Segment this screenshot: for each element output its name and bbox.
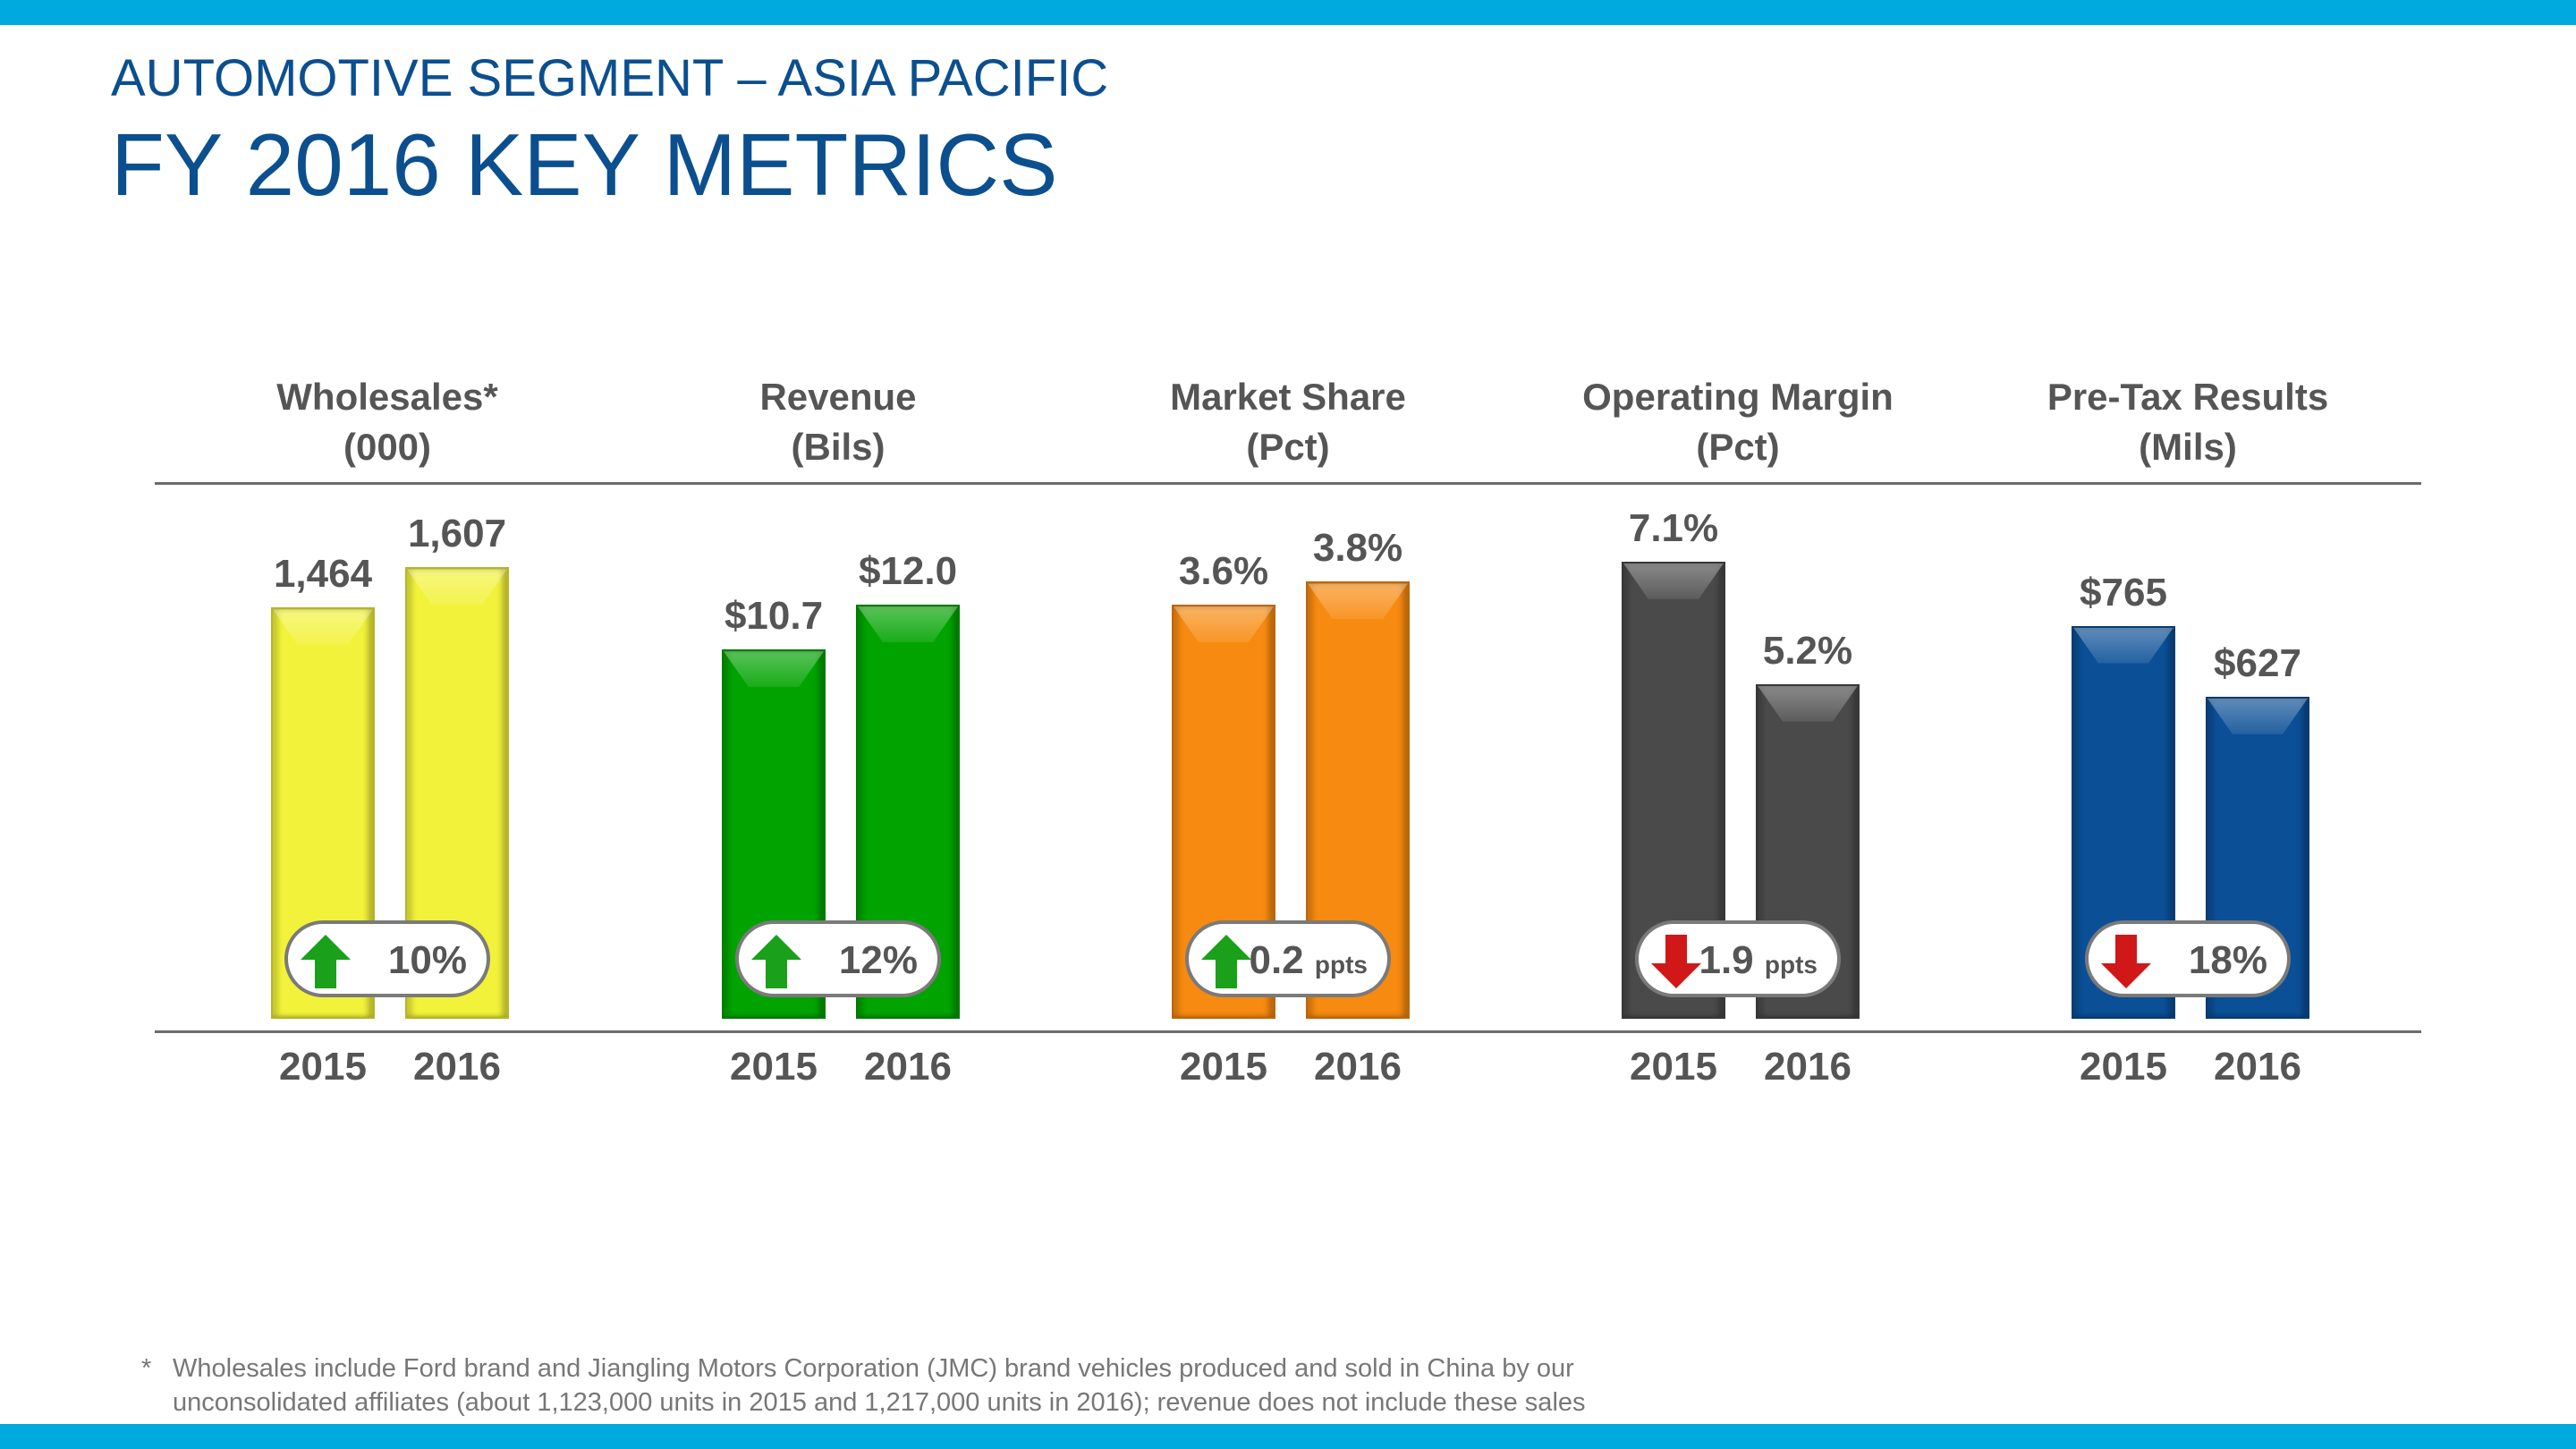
chart-unit: (Pct)	[1696, 426, 1780, 468]
slide-title: FY 2016 KEY METRICS	[111, 115, 1058, 214]
footnote-marker: *	[141, 1354, 152, 1383]
change-value: 18%	[2188, 938, 2267, 982]
change-value: 10%	[387, 938, 467, 982]
x-tick-label: 2016	[864, 1045, 952, 1089]
chart-market-share: Market Share (Pct) 3.6% 2015 3.8% 2016 0.2 ppt…	[1064, 0, 1512, 1449]
chart-unit: (000)	[343, 426, 432, 468]
bottom-accent-bar	[0, 1424, 2576, 1449]
x-tick-label: 2016	[2214, 1045, 2301, 1089]
footnote-line-1: Wholesales include Ford brand and Jiangl…	[173, 1354, 1574, 1383]
data-label: 1,464	[273, 552, 373, 597]
change-badge: 1.9 ppts	[1635, 920, 1841, 997]
data-label: 1,607	[407, 512, 507, 556]
arrow-down-icon	[1651, 935, 1701, 988]
footnote-line-2: unconsolidated affiliates (about 1,123,0…	[173, 1388, 1586, 1417]
data-label: $12.0	[858, 549, 958, 594]
chart-title: Pre-Tax Results	[2046, 376, 2329, 418]
data-label: 3.8%	[1312, 526, 1403, 571]
data-label: $627	[2214, 640, 2301, 685]
x-tick-label: 2015	[1180, 1045, 1267, 1089]
chart-unit: (Pct)	[1246, 426, 1330, 468]
change-badge: 12%	[735, 920, 941, 997]
change-badge: 0.2 ppts	[1185, 920, 1391, 997]
change-badge: 18%	[2085, 920, 2291, 997]
x-tick-label: 2015	[2080, 1045, 2167, 1089]
x-tick-label: 2015	[1630, 1045, 1717, 1089]
arrow-up-icon	[301, 935, 351, 988]
header-divider	[155, 482, 2421, 485]
data-label: $765	[2080, 570, 2167, 614]
chart-title: Operating Margin	[1582, 376, 1894, 418]
chart-title: Wholesales*	[276, 376, 498, 418]
arrow-up-icon	[1201, 935, 1251, 988]
change-value: 12%	[838, 938, 918, 982]
change-badge: 10%	[284, 920, 490, 997]
arrow-down-icon	[2101, 935, 2151, 988]
slide-subtitle: AUTOMOTIVE SEGMENT – ASIA PACIFIC	[111, 49, 1109, 107]
chart-title: Market Share	[1170, 376, 1406, 418]
x-tick-label: 2015	[279, 1045, 367, 1089]
x-tick-label: 2016	[1764, 1045, 1852, 1089]
chart-revenue: Revenue (Bils) $10.7 2015 $12.0 2016 12%	[614, 0, 1062, 1449]
data-label: 7.1%	[1628, 505, 1719, 550]
x-tick-label: 2016	[1314, 1045, 1402, 1089]
change-value: 1.9 ppts	[1699, 938, 1818, 982]
bar-2016	[2206, 696, 2309, 1019]
chart-wholesales: Wholesales* (000) 1,464 2015 1,607 2016 10%	[164, 0, 611, 1449]
x-tick-label: 2015	[730, 1045, 818, 1089]
change-value: 0.2 ppts	[1249, 938, 1368, 982]
arrow-up-icon	[751, 935, 801, 988]
chart-unit: (Mils)	[2139, 426, 2237, 468]
data-label: 3.6%	[1178, 549, 1269, 594]
chart-operating-margin: Operating Margin (Pct) 7.1% 2015 5.2% 2016 1.9…	[1514, 0, 1962, 1449]
data-label: $10.7	[724, 594, 824, 639]
data-label: 5.2%	[1762, 628, 1853, 673]
chart-unit: (Bils)	[791, 426, 886, 468]
chart-pre-tax-results: Pre-Tax Results (Mils) $765 2015 $627 2016 18%	[1964, 0, 2411, 1449]
x-tick-label: 2016	[413, 1045, 501, 1089]
baseline-divider	[155, 1030, 2421, 1033]
top-accent-bar	[0, 0, 2576, 25]
chart-title: Revenue	[759, 376, 917, 418]
